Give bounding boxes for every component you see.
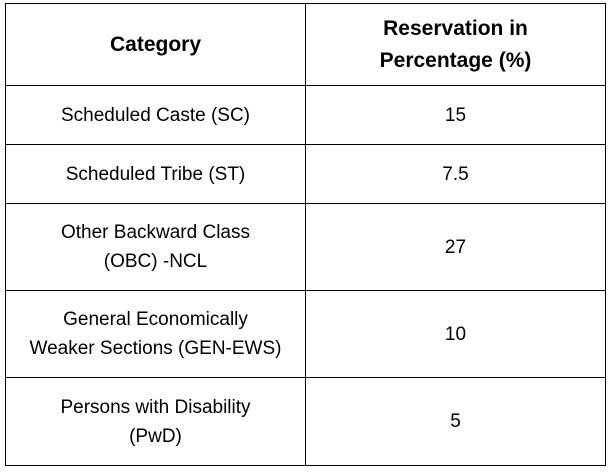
cell-line: (PwD) [129,425,182,447]
cell-line: Other Backward Class [60,222,250,243]
table-row: General Economically Weaker Sections (GEN… [5,290,606,378]
cell-line: Reservation in [383,16,528,40]
reservation-cell: 7.5 [305,144,606,204]
category-cell: Scheduled Tribe (ST) [5,144,306,204]
reservation-cell: 27 [305,203,606,291]
cell-line: Scheduled Caste (SC) [60,104,251,126]
table-row: Other Backward Class (OBC) -NCL 27 [5,203,606,291]
table-body: Scheduled Caste (SC) 15 Scheduled Tribe (S… [5,85,606,466]
table-row: Scheduled Caste (SC) 15 [5,85,606,145]
reservation-cell: 10 [305,290,606,378]
table-row: Persons with Disability (PwD) 5 [5,377,606,466]
category-cell: Scheduled Caste (SC) [5,85,306,145]
category-cell: General Economically Weaker Sections (GEN… [5,290,306,378]
category-cell: Other Backward Class (OBC) -NCL [5,203,306,291]
cell-line: Scheduled Tribe (ST) [65,163,246,185]
reservation-cell: 5 [305,377,606,466]
table-row: Scheduled Tribe (ST) 7.5 [5,144,606,204]
cell-line: General Economically [63,309,248,330]
cell-line: Percentage (%) [379,48,532,72]
table-header: Category Reservation in Percentage (%) [5,3,606,86]
header-cell: Category [5,3,306,86]
header-row: Category Reservation in Percentage (%) [5,3,606,86]
reservation-table: Category Reservation in Percentage (%) Sch… [5,3,606,466]
cell-line: Category [109,32,202,56]
cell-line: Persons with Disability [60,396,251,418]
header-cell: Reservation in Percentage (%) [305,3,606,86]
cell-line: (OBC) -NCL [103,251,208,272]
reservation-cell: 15 [305,85,606,145]
cell-line: Weaker Sections (GEN-EWS) [29,338,282,359]
category-cell: Persons with Disability (PwD) [5,377,306,466]
